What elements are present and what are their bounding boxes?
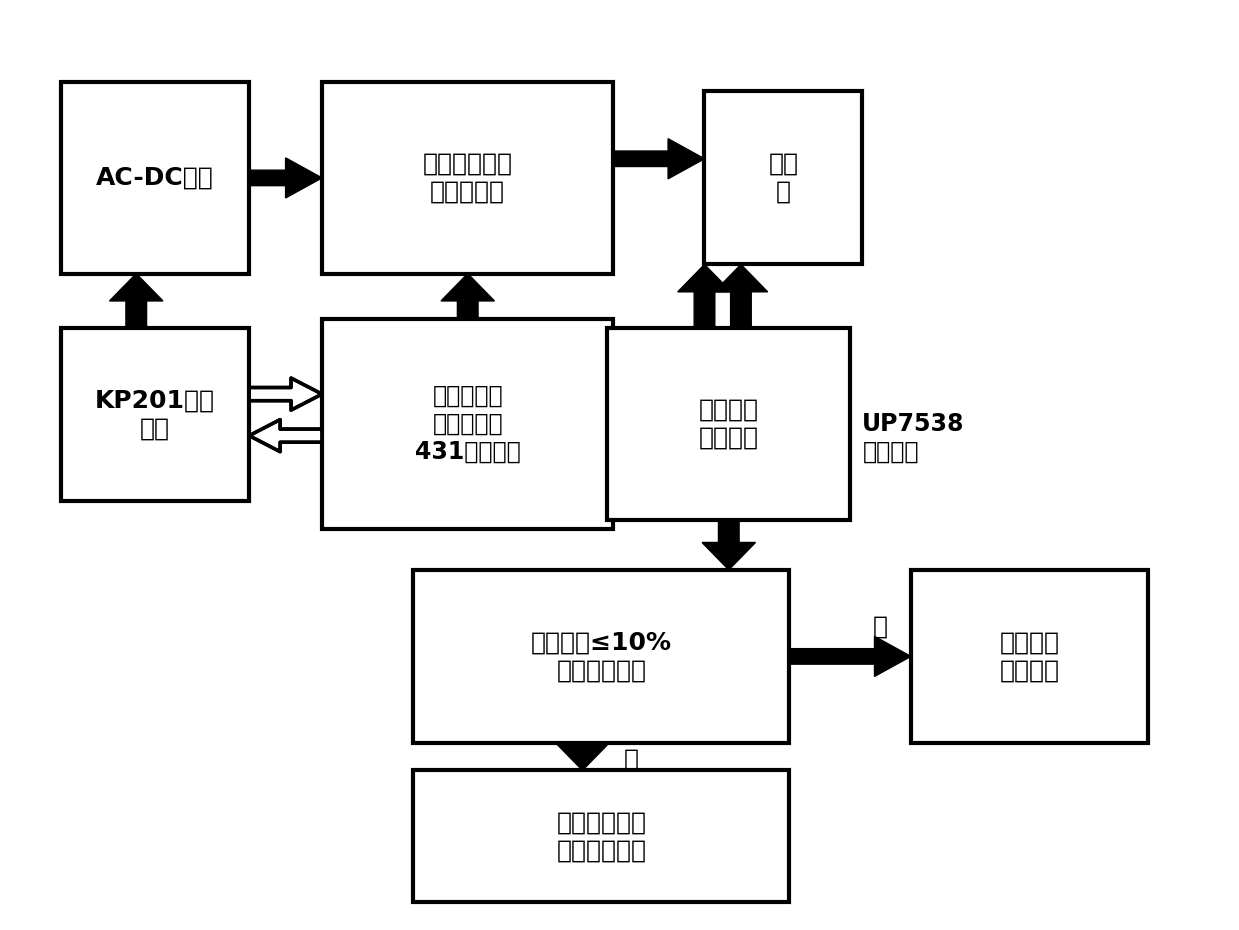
Text: UP7538
芯片回路: UP7538 芯片回路 [862,412,965,463]
Text: 输出直流的恒
压恒流电源: 输出直流的恒 压恒流电源 [422,152,513,204]
Bar [911,570,1147,743]
Polygon shape [789,636,911,676]
Text: 是: 是 [624,748,639,772]
Polygon shape [678,264,731,328]
Bar [607,328,850,520]
Bar [322,82,613,273]
Polygon shape [249,379,322,410]
Text: 否: 否 [873,614,888,638]
Polygon shape [613,139,705,179]
Text: 充电电流
大小侦测: 充电电流 大小侦测 [699,398,758,450]
Polygon shape [703,520,756,570]
Polygon shape [109,273,164,328]
Text: 反馈控制回
路，光耦和
431组合控制: 反馈控制回 路，光耦和 431组合控制 [415,384,520,464]
Text: 亮红灯，
充电状态: 亮红灯， 充电状态 [1000,631,1059,683]
Text: 亮绿灯，显示
充满或者待机: 亮绿灯，显示 充满或者待机 [556,811,647,862]
Bar [322,319,613,529]
Bar [705,91,862,264]
Bar [413,570,789,743]
Text: AC-DC模块: AC-DC模块 [97,166,214,190]
Text: 电池
组: 电池 组 [768,152,798,204]
Polygon shape [556,743,610,770]
Polygon shape [714,264,768,328]
Bar [61,82,249,273]
Bar [61,328,249,501]
Polygon shape [249,158,322,198]
Polygon shape [249,419,322,452]
Text: 充电电流≤10%
额定充电电流: 充电电流≤10% 额定充电电流 [530,631,672,683]
Polygon shape [441,273,494,319]
Text: KP201控制
回路: KP201控制 回路 [95,389,216,441]
Bar [413,770,789,902]
